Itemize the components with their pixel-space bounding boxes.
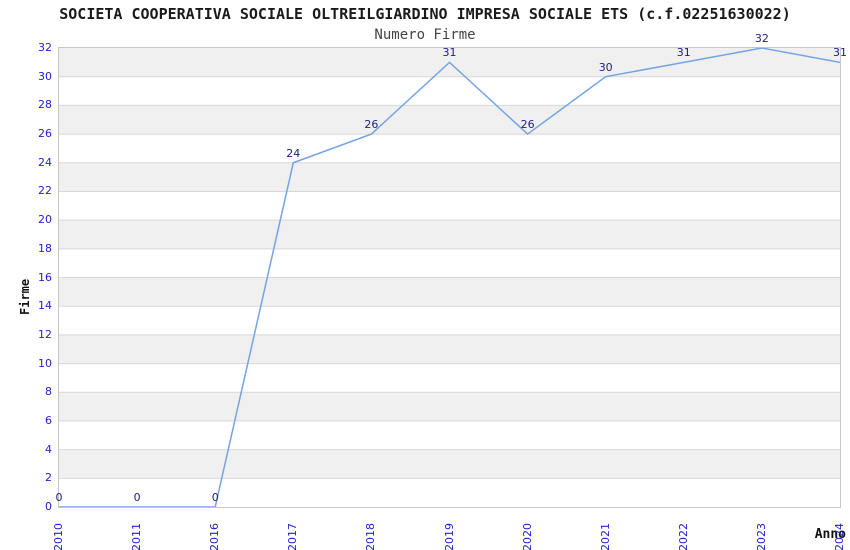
x-tick-label: 2020 [520, 523, 534, 550]
chart-subtitle: Numero Firme [374, 27, 476, 43]
series-line [59, 48, 840, 507]
y-tick-label: 28 [38, 98, 52, 112]
plot-svg [59, 48, 840, 507]
y-tick-label: 30 [38, 69, 52, 83]
x-tick-label: 2016 [208, 523, 222, 550]
x-tick-label: 2017 [286, 523, 300, 550]
x-axis-title: Anno [814, 527, 846, 542]
y-tick-label: 22 [38, 184, 52, 198]
x-tick-label: 2010 [52, 523, 65, 550]
y-tick-label: 12 [38, 327, 52, 341]
y-tick-label: 20 [38, 213, 52, 227]
y-tick-label: 18 [38, 241, 52, 255]
x-tick-label: 2022 [676, 523, 690, 550]
y-tick-label: 0 [45, 500, 52, 513]
x-tick-label: 2019 [442, 523, 456, 550]
chart-title: SOCIETA COOPERATIVA SOCIALE OLTREILGIARD… [59, 5, 791, 23]
y-tick-label: 4 [45, 442, 52, 456]
y-tick-label: 6 [45, 413, 52, 427]
y-tick-label: 24 [38, 155, 52, 169]
y-tick-label: 10 [38, 356, 52, 370]
plot-area [58, 47, 841, 508]
y-tick-label: 2 [45, 471, 52, 485]
x-tick-label: 2023 [754, 523, 768, 550]
y-axis-title: Firme [18, 278, 32, 315]
x-tick-label: 2018 [364, 523, 378, 550]
x-tick-label: 2011 [130, 523, 144, 550]
y-tick-label: 8 [45, 385, 52, 399]
x-tick-label: 2021 [598, 523, 612, 550]
y-tick-label: 26 [38, 127, 52, 141]
